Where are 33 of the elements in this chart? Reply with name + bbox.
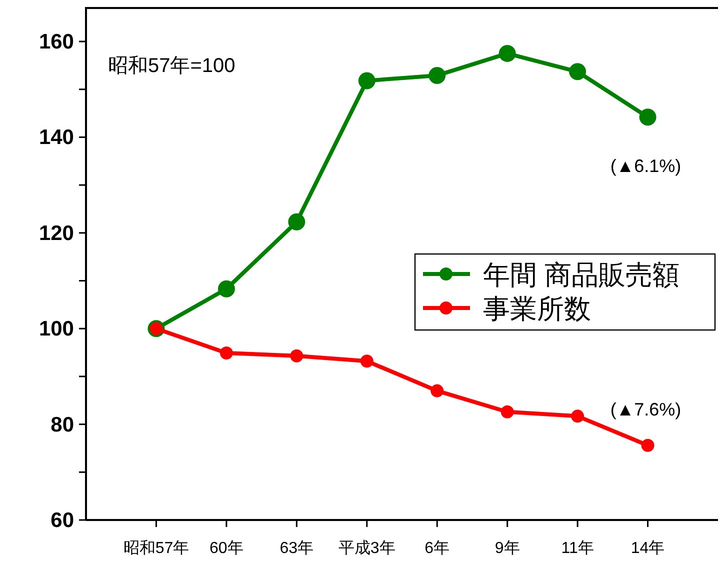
x-tick-label: 9年 [494, 540, 520, 557]
point [498, 44, 516, 62]
x-tick-label: 11年 [561, 540, 594, 557]
point [428, 66, 446, 84]
point [571, 410, 584, 423]
point [430, 384, 444, 398]
x-tick-label: 平成3年 [338, 539, 396, 557]
y-tick-label: 100 [38, 318, 74, 341]
x-tick-label: 63年 [280, 540, 314, 557]
point [569, 63, 586, 80]
point [500, 405, 514, 418]
annotation: (▲7.6%) [610, 399, 682, 420]
annotation: (▲6.1%) [610, 156, 682, 176]
point [641, 438, 654, 452]
annotation: 昭和57年=100 [108, 55, 236, 77]
y-tick-label: 140 [38, 126, 74, 150]
y-tick-label: 80 [50, 413, 74, 436]
y-tick-label: 120 [38, 222, 74, 245]
point [358, 72, 376, 90]
y-tick-label: 160 [38, 30, 74, 54]
point [218, 280, 235, 298]
point [360, 354, 374, 368]
point [288, 213, 306, 230]
point [639, 108, 656, 126]
x-tick-label: 14年 [630, 540, 665, 557]
point [220, 346, 233, 360]
y-tick-label: 60 [50, 509, 74, 532]
x-tick-label: 6年 [424, 540, 450, 557]
legend-label: 事業所数 [483, 294, 591, 324]
legend-label: 年間 商品販売額 [483, 260, 680, 290]
point [290, 349, 304, 362]
x-tick-label: 60年 [210, 540, 244, 557]
x-tick-label: 昭和57年 [123, 539, 190, 557]
